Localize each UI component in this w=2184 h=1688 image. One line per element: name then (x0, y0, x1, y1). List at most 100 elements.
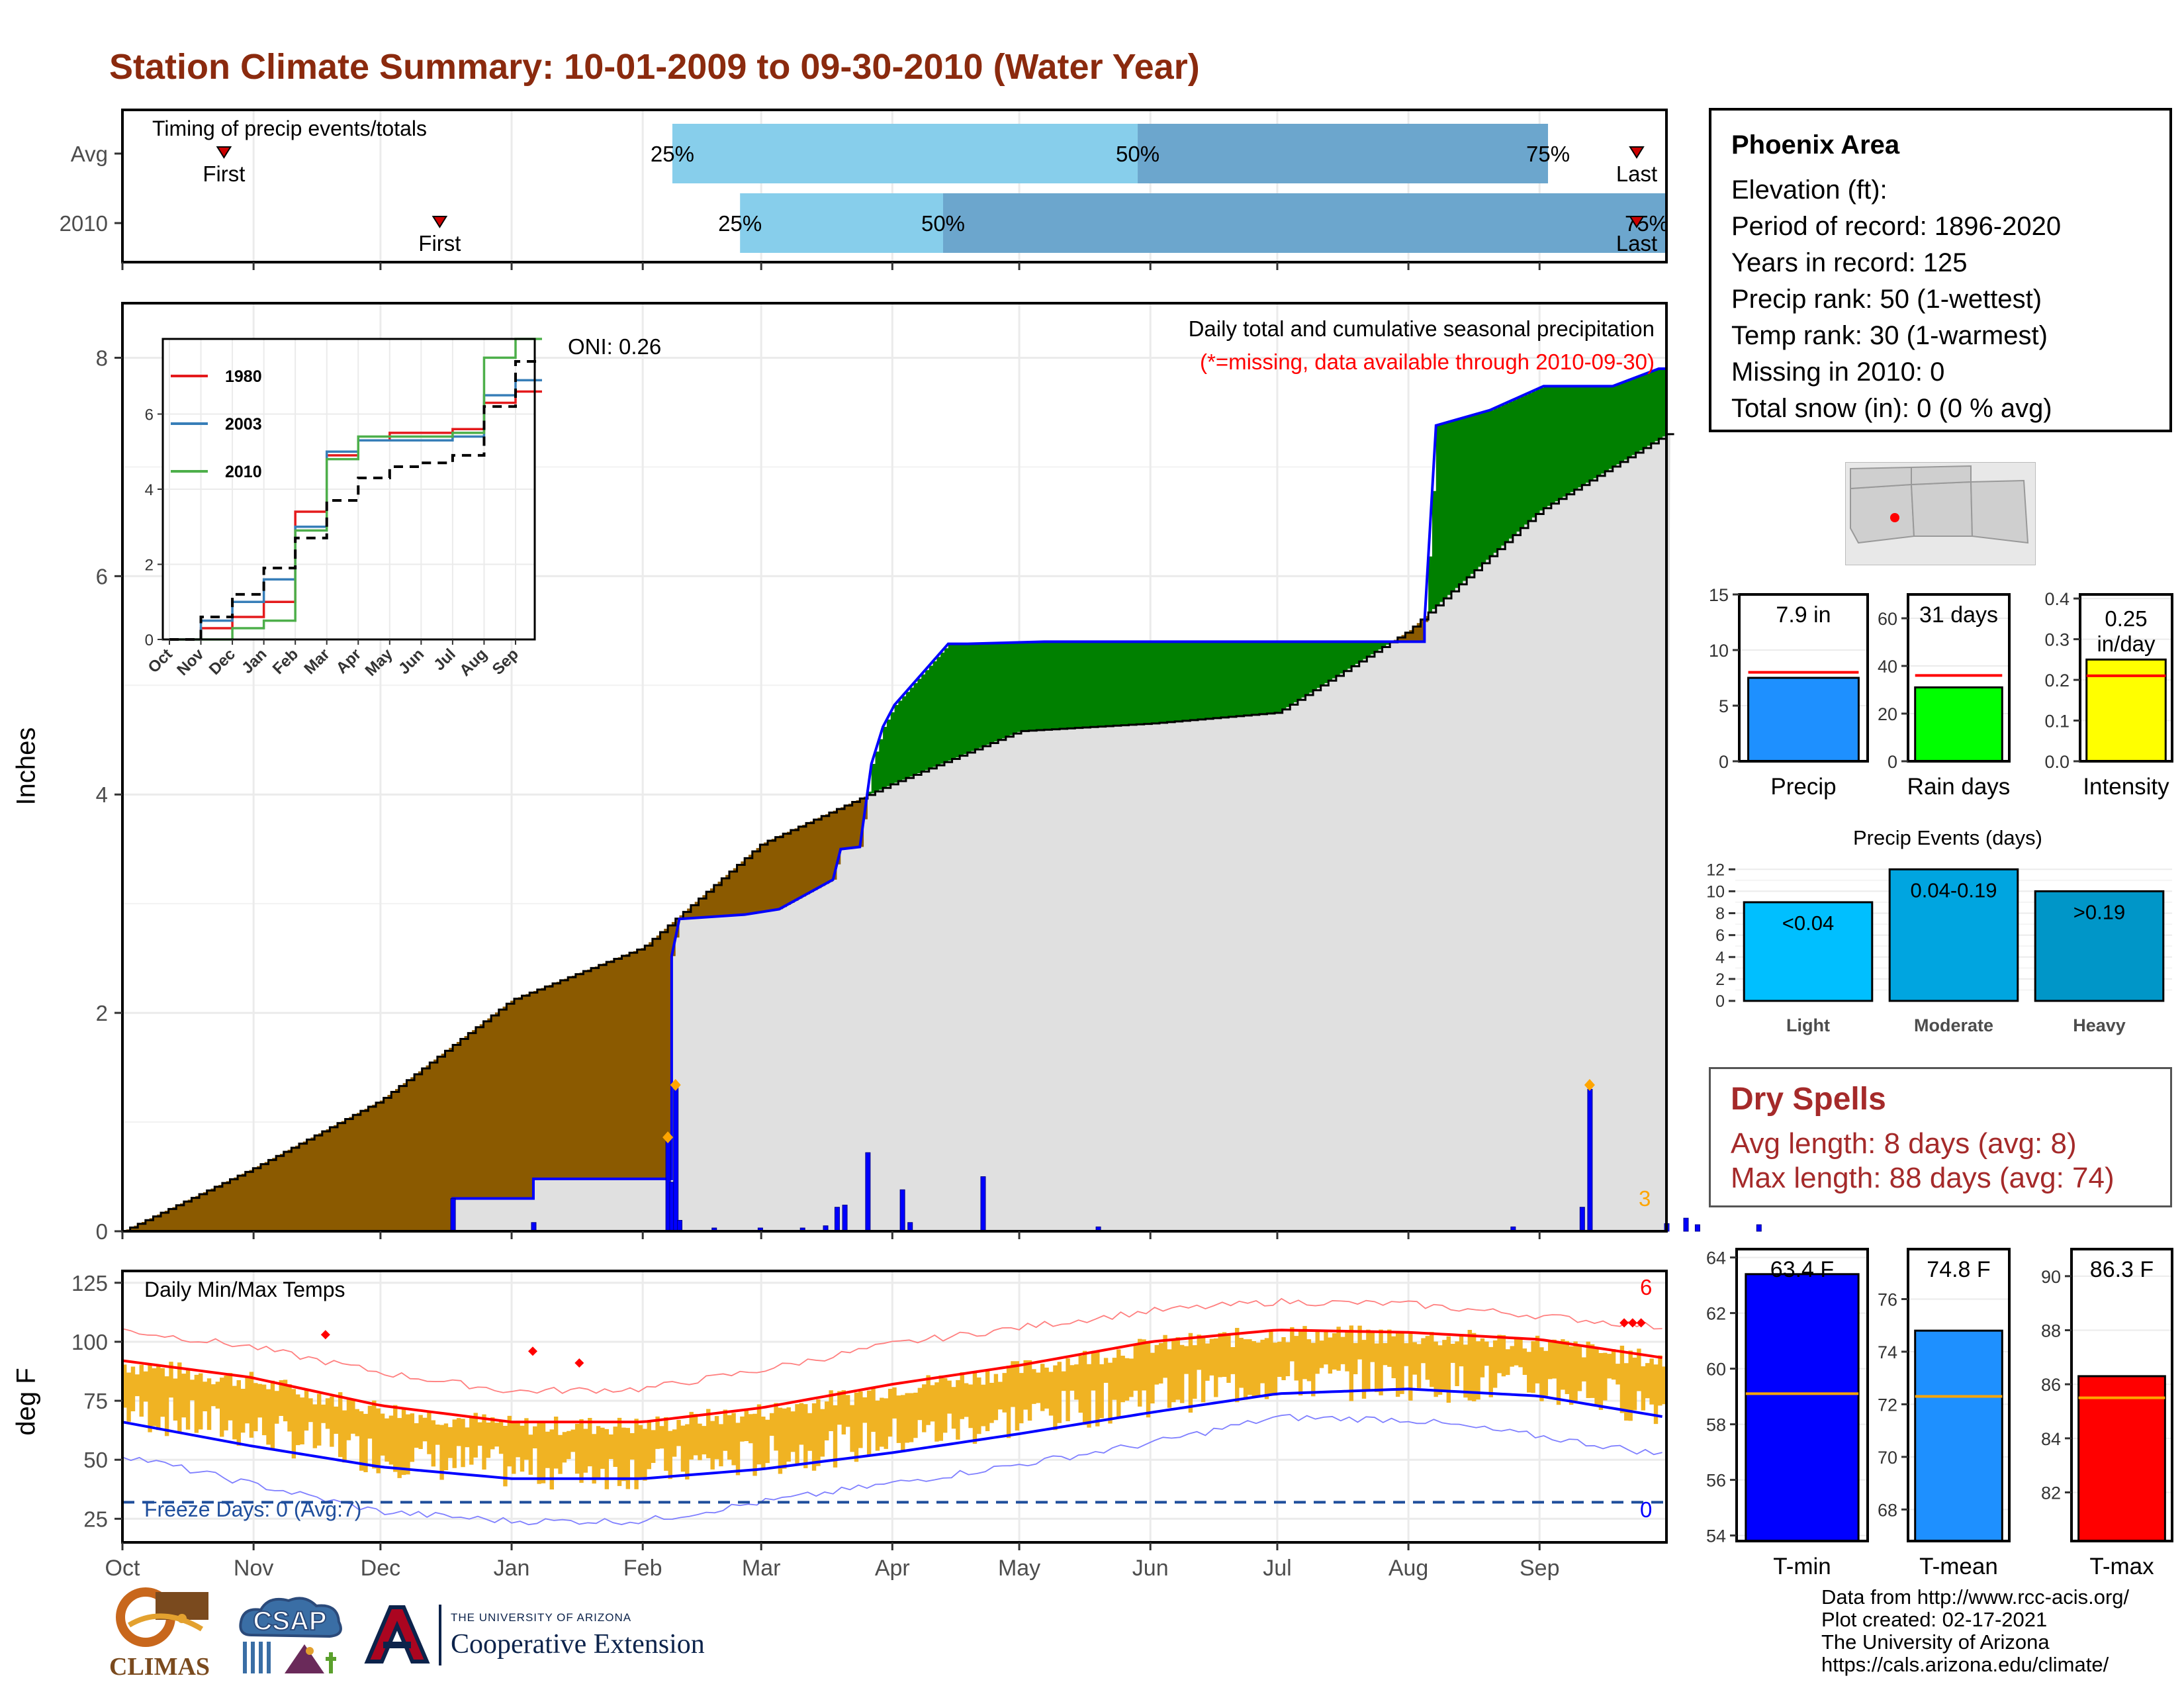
timing-bar-q50-q75 (1138, 124, 1549, 183)
inset-ytick-label: 6 (145, 406, 154, 424)
below-normal-area (126, 616, 1429, 1231)
station-years: Years in record: 125 (1731, 248, 1968, 277)
station-snow: Total snow (in): 0 (0 % avg) (1731, 394, 2052, 423)
station-temp-rank: Temp rank: 30 (1-warmest) (1731, 321, 2048, 350)
summary-ytick-label: 56 (1706, 1471, 1726, 1491)
summary-ytick-label: 82 (2041, 1483, 2061, 1503)
station-precip-rank: Precip rank: 50 (1-wettest) (1731, 285, 2042, 314)
summary-ytick-label: 90 (2041, 1267, 2061, 1287)
temp-panel-title: Daily Min/Max Temps (144, 1278, 345, 1301)
timing-frame (121, 109, 1668, 263)
summary-value-label-unit: in/day (2097, 632, 2156, 656)
timing-bar-q50-q75 (943, 193, 1666, 253)
daily-precip-bar (1694, 1224, 1700, 1232)
event-bar-moderate (1888, 868, 2019, 1002)
summary-ytick-label: 84 (2041, 1429, 2061, 1449)
summary-ytick-label: 70 (1878, 1448, 1897, 1468)
timing-bar-q25-q50 (672, 124, 1138, 183)
first-marker (216, 146, 232, 159)
temp-ylabel: deg F (11, 1368, 41, 1436)
daily-precip-bar (842, 1204, 848, 1232)
summary-ytick-label: 64 (1706, 1248, 1726, 1268)
inset-ytick-label: 0 (145, 632, 154, 649)
month-label: Oct (105, 1556, 140, 1581)
summary-ytick-label: 40 (1878, 657, 1897, 677)
dry-spells-title: Dry Spells (1731, 1082, 1886, 1117)
record-high-marker (574, 1358, 584, 1368)
temp-ytick-label: 125 (71, 1271, 108, 1295)
credit-university: The University of Arizona (1821, 1630, 2050, 1654)
timing-label: Timing of precip events/totals (152, 117, 427, 140)
last-label: Last (1616, 231, 1657, 256)
daily-precip-bar (450, 1198, 456, 1232)
extreme-precip-marker (1584, 1078, 1595, 1091)
summary-ytick-label: 15 (1709, 585, 1729, 605)
page-title: Station Climate Summary: 10-01-2009 to 0… (109, 47, 1200, 87)
summary-ytick-label: 76 (1878, 1289, 1897, 1309)
above-normal-area (867, 368, 1666, 795)
event-bar-heavy (2034, 890, 2165, 1002)
normal-max-line (122, 1329, 1662, 1424)
credit-url: https://cals.arizona.edu/climate/ (1821, 1653, 2109, 1676)
summary-bar-rain-days (1914, 686, 2003, 763)
events-ytick-label: 6 (1715, 927, 1725, 945)
station-name: Phoenix Area (1731, 130, 1900, 160)
month-label: Nov (234, 1556, 273, 1581)
summary-ytick-label: 74 (1878, 1342, 1897, 1362)
record-high-count: 6 (1640, 1275, 1653, 1299)
event-bar-label: <0.04 (1782, 912, 1834, 935)
oni-label: ONI: 0.26 (568, 334, 662, 359)
events-ytick-label: 0 (1715, 992, 1725, 1011)
record-high-marker (1636, 1318, 1646, 1328)
inset-ytick-label: 4 (145, 481, 154, 499)
timing-panel: 25% 50% 75% First Last Avg 25% 50% 75% First Last 2… (60, 109, 1668, 270)
summary-frame (2079, 593, 2173, 763)
month-label: May (998, 1556, 1040, 1581)
inset-legend-label: 2010 (225, 463, 262, 481)
summary-ytick-label: 5 (1719, 696, 1729, 716)
summary-frame (1907, 593, 2011, 763)
summary-bar-t-min (1745, 1273, 1860, 1542)
summary-ytick-label: 88 (2041, 1321, 2061, 1341)
summary-frame (1735, 1248, 1869, 1542)
summary-ytick-label: 0 (1719, 752, 1729, 772)
station-elevation: Elevation (ft): (1731, 175, 1888, 205)
temp-ytick-label: 50 (83, 1448, 108, 1472)
timing-label-50: 50% (921, 211, 965, 236)
record-max-line (122, 1297, 1662, 1394)
summary-bar-t-mean (1914, 1329, 2003, 1542)
event-bar-light (1743, 901, 1874, 1002)
last-marker (1629, 216, 1645, 228)
record-high-marker (1627, 1318, 1637, 1328)
events-ytick-label: 2 (1715, 970, 1725, 989)
precip-ytick-label: 8 (96, 346, 108, 370)
timing-row-label: 2010 (60, 211, 108, 236)
events-ytick-label: 4 (1715, 949, 1725, 967)
events-ytick-label: 10 (1706, 882, 1725, 901)
event-bar-label: 0.04-0.19 (1911, 878, 1997, 902)
event-category-label: Heavy (2073, 1015, 2126, 1035)
summary-value-label: 31 days (1919, 602, 1998, 628)
events-ytick-label: 12 (1706, 861, 1725, 879)
summary-value-label: 74.8 F (1927, 1257, 1990, 1282)
temp-ytick-label: 100 (71, 1330, 108, 1354)
first-label: First (418, 231, 461, 256)
ua-logo-big-text: Cooperative Extension (451, 1629, 705, 1660)
summary-bar-precip (1747, 677, 1860, 763)
month-label: Sep (1520, 1556, 1560, 1581)
summary-ytick-label: 68 (1878, 1500, 1897, 1520)
month-label: Jan (494, 1556, 530, 1581)
summary-ytick-label: 20 (1878, 704, 1897, 724)
daily-precip-bar (673, 1084, 679, 1232)
summary-category-label: T-mean (1919, 1554, 1998, 1579)
record-high-marker (1619, 1318, 1629, 1328)
locator-map (1845, 462, 2036, 565)
summary-value-label: 7.9 in (1776, 602, 1831, 628)
record-high-marker (320, 1330, 330, 1340)
temp-frame (121, 1270, 1668, 1544)
timing-label-75: 75% (1526, 142, 1570, 166)
csap-logo: CSAP (232, 1595, 351, 1681)
daily-precip-bar (1683, 1217, 1689, 1232)
station-location-marker (1890, 513, 1899, 522)
